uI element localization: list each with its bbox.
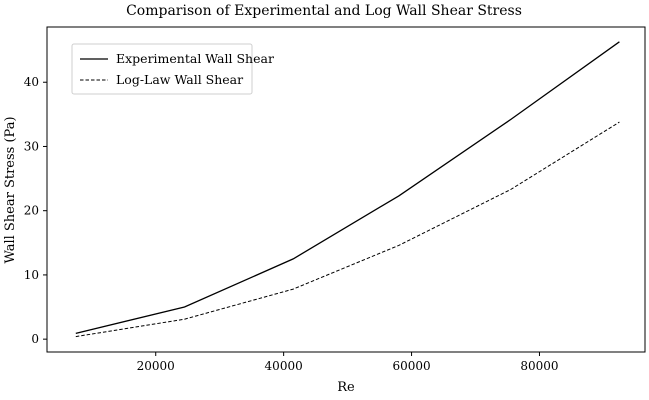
y-axis: 0 10 20 30 40 bbox=[24, 75, 47, 346]
x-tick-label: 80000 bbox=[520, 359, 558, 373]
x-tick-label: 60000 bbox=[392, 359, 430, 373]
series-line-loglaw bbox=[75, 121, 620, 338]
chart-title: Comparison of Experimental and Log Wall … bbox=[126, 3, 522, 19]
x-tick-label: 20000 bbox=[137, 359, 175, 373]
legend: Experimental Wall Shear Log-Law Wall She… bbox=[71, 43, 274, 95]
plot-area-frame bbox=[46, 26, 646, 353]
x-axis-label: Re bbox=[337, 380, 355, 395]
x-axis: 20000 40000 60000 80000 bbox=[137, 352, 559, 373]
legend-label-loglaw: Log-Law Wall Shear bbox=[116, 72, 243, 87]
y-tick-label: 10 bbox=[24, 268, 39, 282]
y-tick-label: 40 bbox=[24, 75, 39, 89]
legend-box bbox=[71, 43, 253, 95]
y-axis-label: Wall Shear Stress (Pa) bbox=[3, 116, 18, 263]
x-tick-label: 40000 bbox=[265, 359, 303, 373]
series-layer bbox=[75, 41, 620, 338]
series-line-experimental bbox=[75, 41, 620, 335]
y-tick-label: 20 bbox=[24, 204, 39, 218]
y-tick-label: 0 bbox=[31, 332, 39, 346]
legend-label-experimental: Experimental Wall Shear bbox=[116, 51, 274, 66]
y-tick-label: 30 bbox=[24, 139, 39, 153]
